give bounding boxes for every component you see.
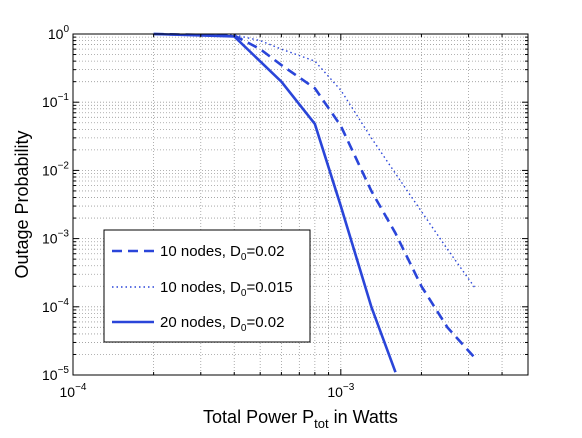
axes — [72, 33, 529, 376]
tick-exponent: −4 — [58, 297, 70, 308]
x-axis-label-text: in Watts — [329, 407, 398, 427]
tick-exponent: −4 — [75, 382, 87, 393]
legend-entry-text: 20 nodes, D — [160, 314, 241, 331]
y-tick-label: 10−1 — [42, 92, 69, 110]
tick-exponent: −3 — [343, 382, 355, 393]
x-axis-label-subscript: tot — [314, 416, 329, 431]
tick-exponent: −1 — [58, 92, 70, 103]
legend-entry: 20 nodes, D0=0.02 — [160, 314, 284, 334]
y-tick-label: 10−2 — [42, 160, 69, 178]
tick-base: 10 — [48, 26, 64, 42]
tick-exponent: 0 — [63, 24, 69, 35]
x-axis-label-text: Total Power P — [203, 407, 314, 427]
tick-exponent: −2 — [58, 160, 70, 171]
legend-entry-subscript: 0 — [241, 323, 247, 334]
x-tick-label: 10−4 — [60, 382, 87, 400]
tick-base: 10 — [42, 162, 58, 178]
legend-box — [103, 229, 311, 343]
legend-entry-text: =0.02 — [246, 243, 284, 260]
y-tick-label: 10−4 — [42, 297, 69, 315]
tick-exponent: −3 — [58, 229, 70, 240]
plot-frame — [72, 33, 529, 376]
series-line-dotted — [153, 33, 477, 290]
y-tick-label: 10−5 — [42, 365, 69, 383]
tick-base: 10 — [60, 384, 76, 400]
tick-base: 10 — [42, 231, 58, 247]
legend-entry-text: 10 nodes, D — [160, 279, 241, 296]
x-axis-label: Total Power Ptot in Watts — [203, 407, 398, 431]
y-tick-label: 100 — [48, 24, 70, 42]
tick-base: 10 — [42, 299, 58, 315]
tick-base: 10 — [42, 367, 58, 383]
x-tick-label: 10−3 — [327, 382, 354, 400]
legend-entry-text: 10 nodes, D — [160, 243, 241, 260]
tick-base: 10 — [42, 94, 58, 110]
legend-entry-subscript: 0 — [241, 252, 247, 263]
tick-base: 10 — [327, 384, 343, 400]
y-axis-label: Outage Probability — [12, 130, 32, 278]
tick-exponent: −5 — [58, 365, 70, 376]
legend-entry-text: =0.02 — [246, 314, 284, 331]
y-tick-label: 10−3 — [42, 229, 69, 247]
legend-entry: 10 nodes, D0=0.02 — [160, 243, 284, 263]
legend-entry: 10 nodes, D0=0.015 — [160, 279, 293, 299]
series-line-dashed — [153, 32, 478, 361]
legend-entry-subscript: 0 — [241, 288, 247, 299]
legend-entry-text: =0.015 — [246, 279, 292, 296]
